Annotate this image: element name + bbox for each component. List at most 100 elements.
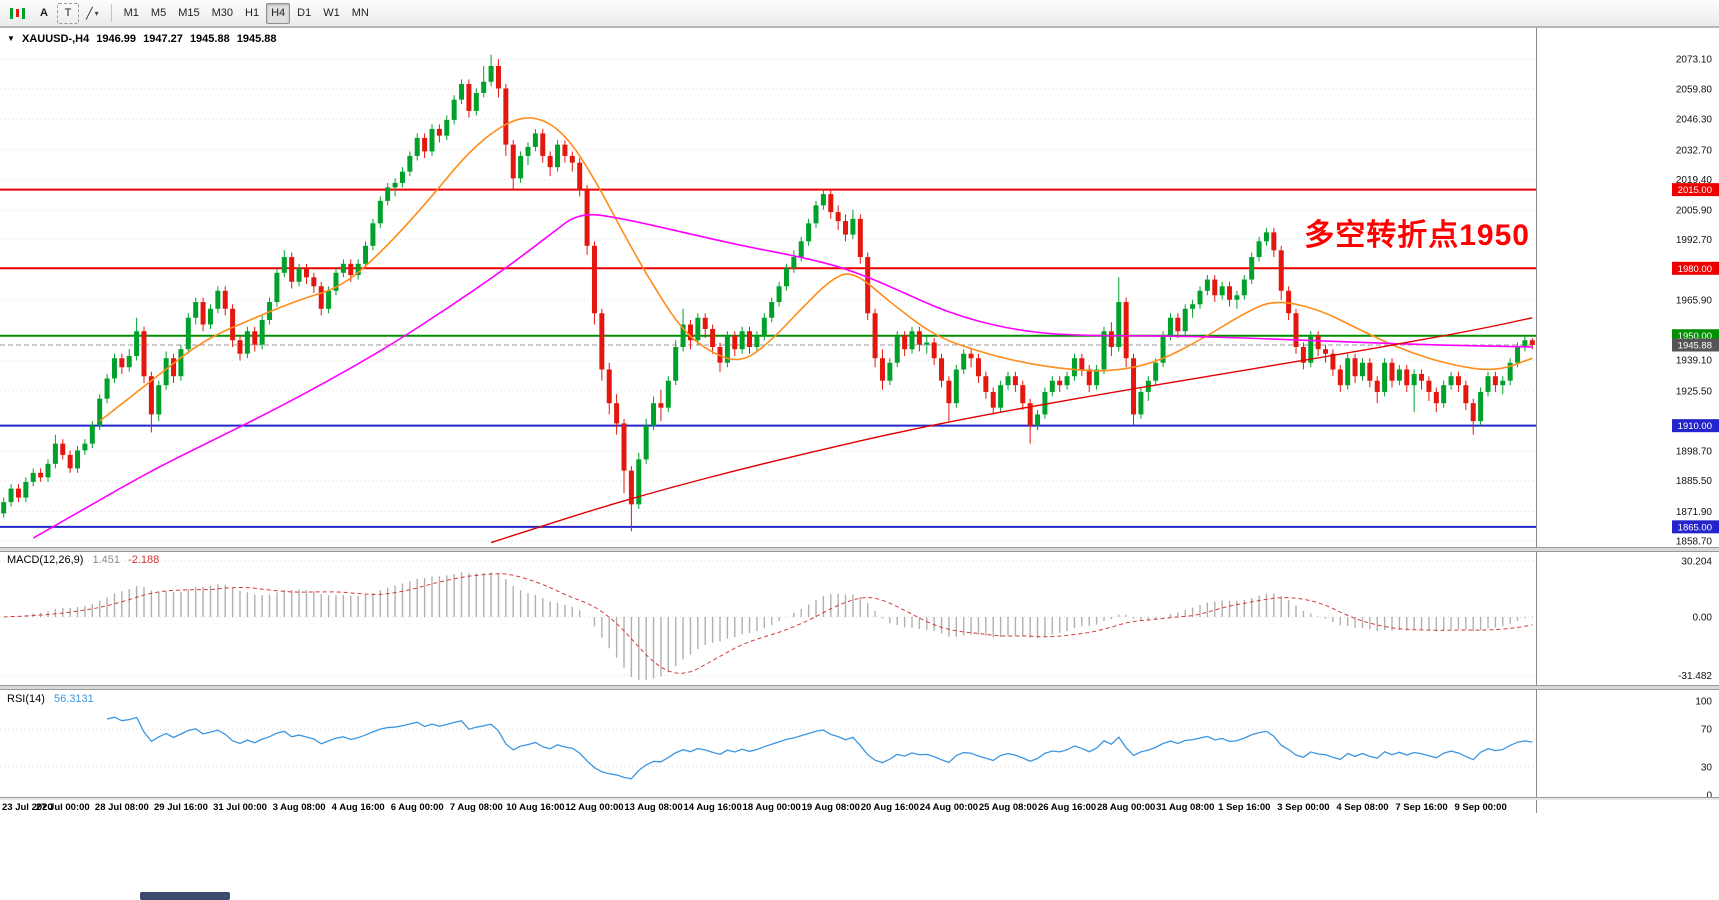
svg-text:2015.00: 2015.00 bbox=[1678, 185, 1712, 196]
svg-text:23 Jul 2020: 23 Jul 2020 bbox=[2, 802, 53, 813]
ohlc-high: 1947.27 bbox=[143, 33, 183, 45]
macd-signal-value: -2.188 bbox=[128, 554, 160, 566]
svg-text:0: 0 bbox=[1706, 791, 1712, 802]
timeframe-mn-button[interactable]: MN bbox=[347, 3, 374, 24]
svg-text:1910.00: 1910.00 bbox=[1678, 421, 1712, 432]
svg-text:13 Aug 08:00: 13 Aug 08:00 bbox=[624, 802, 682, 813]
timeframe-m5-button[interactable]: M5 bbox=[146, 3, 171, 24]
svg-text:1871.90: 1871.90 bbox=[1676, 507, 1713, 518]
svg-text:27 Jul 00:00: 27 Jul 00:00 bbox=[36, 802, 90, 813]
svg-text:28 Jul 08:00: 28 Jul 08:00 bbox=[95, 802, 149, 813]
timeframe-h1-button[interactable]: H1 bbox=[240, 3, 264, 24]
svg-text:-31.482: -31.482 bbox=[1678, 671, 1712, 682]
symbol-timeframe-label: XAUUSD-,H4 bbox=[21, 33, 90, 45]
svg-text:2019.40: 2019.40 bbox=[1676, 175, 1713, 186]
chart-header: ▼ XAUUSD-,H4 1946.99 1947.27 1945.88 194… bbox=[7, 33, 281, 45]
rsi-indicator-label: RSI(14) 56.3131 bbox=[7, 693, 94, 705]
svg-text:14 Aug 16:00: 14 Aug 16:00 bbox=[683, 802, 741, 813]
svg-text:31 Aug 08:00: 31 Aug 08:00 bbox=[1156, 802, 1214, 813]
svg-text:1945.88: 1945.88 bbox=[1678, 341, 1712, 352]
macd-panel: 30.204 0.00 -31.482 bbox=[0, 557, 1712, 682]
svg-text:1865.00: 1865.00 bbox=[1678, 522, 1712, 533]
candles-layer bbox=[1, 54, 1535, 532]
timeframe-buttons: M1 M5 M15 M30 H1 H4 D1 W1 MN bbox=[119, 2, 374, 24]
svg-text:1885.50: 1885.50 bbox=[1676, 476, 1713, 487]
svg-text:6 Aug 00:00: 6 Aug 00:00 bbox=[391, 802, 444, 813]
panel-splitter[interactable] bbox=[0, 547, 1719, 552]
rsi-value: 56.3131 bbox=[53, 693, 94, 705]
grid-layer bbox=[0, 58, 1536, 542]
svg-text:1925.50: 1925.50 bbox=[1676, 386, 1713, 397]
svg-text:4 Aug 16:00: 4 Aug 16:00 bbox=[332, 802, 385, 813]
annotation-text[interactable]: 多空转折点1950 bbox=[1304, 219, 1530, 252]
rsi-panel: 100 70 30 0 bbox=[0, 697, 1712, 802]
macd-label-text: MACD(12,26,9) bbox=[7, 554, 84, 566]
svg-text:25 Aug 08:00: 25 Aug 08:00 bbox=[979, 802, 1037, 813]
svg-text:29 Jul 16:00: 29 Jul 16:00 bbox=[154, 802, 208, 813]
svg-text:24 Aug 00:00: 24 Aug 00:00 bbox=[920, 802, 978, 813]
candlestick-chart-icon bbox=[10, 7, 13, 19]
taskbar-fragment bbox=[140, 892, 230, 900]
svg-text:1858.70: 1858.70 bbox=[1676, 536, 1713, 547]
price-axis[interactable]: 2073.10 2059.80 2046.30 2032.70 2019.40 2005.… bbox=[1672, 55, 1719, 548]
svg-text:1950.00: 1950.00 bbox=[1678, 331, 1712, 342]
candlestick-chart-icon bbox=[16, 9, 19, 17]
svg-text:1992.70: 1992.70 bbox=[1676, 235, 1713, 246]
svg-text:2046.30: 2046.30 bbox=[1676, 115, 1713, 126]
rsi-label-text: RSI(14) bbox=[7, 693, 45, 705]
symbol-dropdown-icon[interactable]: ▼ bbox=[7, 34, 15, 43]
toolbar: A T ╱ ▾ M1 M5 M15 M30 H1 H4 D1 W1 MN bbox=[0, 0, 1719, 27]
svg-text:28 Aug 00:00: 28 Aug 00:00 bbox=[1097, 802, 1155, 813]
macd-indicator-label: MACD(12,26,9) 1.451 -2.188 bbox=[7, 554, 159, 566]
svg-text:100: 100 bbox=[1695, 697, 1712, 708]
svg-text:30.204: 30.204 bbox=[1681, 557, 1712, 568]
panel-splitter[interactable] bbox=[0, 685, 1719, 690]
svg-text:1980.00: 1980.00 bbox=[1678, 264, 1712, 275]
svg-text:1965.90: 1965.90 bbox=[1676, 295, 1713, 306]
svg-text:1 Sep 16:00: 1 Sep 16:00 bbox=[1218, 802, 1270, 813]
svg-text:31 Jul 00:00: 31 Jul 00:00 bbox=[213, 802, 267, 813]
macd-main-value: 1.451 bbox=[92, 554, 121, 566]
candlestick-chart-icon bbox=[22, 7, 25, 19]
timeframe-m30-button[interactable]: M30 bbox=[207, 3, 238, 24]
svg-text:1898.70: 1898.70 bbox=[1676, 447, 1713, 458]
svg-text:1939.10: 1939.10 bbox=[1676, 356, 1713, 367]
svg-text:9 Sep 00:00: 9 Sep 00:00 bbox=[1454, 802, 1506, 813]
toolbar-tools: A T ╱ ▾ bbox=[4, 2, 104, 24]
svg-text:20 Aug 16:00: 20 Aug 16:00 bbox=[861, 802, 919, 813]
timeframe-m15-button[interactable]: M15 bbox=[173, 3, 204, 24]
timeframe-d1-button[interactable]: D1 bbox=[292, 3, 316, 24]
svg-text:7 Aug 08:00: 7 Aug 08:00 bbox=[450, 802, 503, 813]
timeframe-w1-button[interactable]: W1 bbox=[318, 3, 345, 24]
svg-text:18 Aug 00:00: 18 Aug 00:00 bbox=[743, 802, 801, 813]
toolbar-separator bbox=[110, 4, 112, 22]
svg-text:2005.90: 2005.90 bbox=[1676, 206, 1713, 217]
text-label-button[interactable]: T bbox=[57, 2, 79, 24]
svg-text:4 Sep 08:00: 4 Sep 08:00 bbox=[1336, 802, 1388, 813]
timeframe-h4-button[interactable]: H4 bbox=[266, 2, 291, 24]
svg-text:30: 30 bbox=[1701, 762, 1713, 773]
svg-text:3 Aug 08:00: 3 Aug 08:00 bbox=[273, 802, 326, 813]
ma-overlays-layer bbox=[32, 117, 1533, 544]
chevron-down-icon: ▾ bbox=[94, 8, 99, 18]
draw-tools-button[interactable]: ╱ ▾ bbox=[81, 3, 104, 24]
text-cursor-button[interactable]: A bbox=[33, 3, 55, 24]
svg-text:10 Aug 16:00: 10 Aug 16:00 bbox=[506, 802, 564, 813]
ohlc-low: 1945.88 bbox=[189, 33, 230, 45]
timeframe-m1-button[interactable]: M1 bbox=[119, 3, 144, 24]
svg-text:3 Sep 00:00: 3 Sep 00:00 bbox=[1277, 802, 1329, 813]
panel-splitter[interactable] bbox=[0, 797, 1719, 800]
svg-text:2059.80: 2059.80 bbox=[1676, 84, 1713, 95]
svg-text:7 Sep 16:00: 7 Sep 16:00 bbox=[1395, 802, 1447, 813]
svg-text:0.00: 0.00 bbox=[1693, 613, 1713, 624]
ohlc-open: 1946.99 bbox=[96, 33, 137, 45]
svg-text:26 Aug 16:00: 26 Aug 16:00 bbox=[1038, 802, 1096, 813]
svg-text:2032.70: 2032.70 bbox=[1676, 145, 1713, 156]
chart-type-button[interactable] bbox=[4, 3, 31, 24]
svg-text:19 Aug 08:00: 19 Aug 08:00 bbox=[802, 802, 860, 813]
svg-text:70: 70 bbox=[1701, 725, 1713, 736]
svg-text:12 Aug 00:00: 12 Aug 00:00 bbox=[565, 802, 623, 813]
